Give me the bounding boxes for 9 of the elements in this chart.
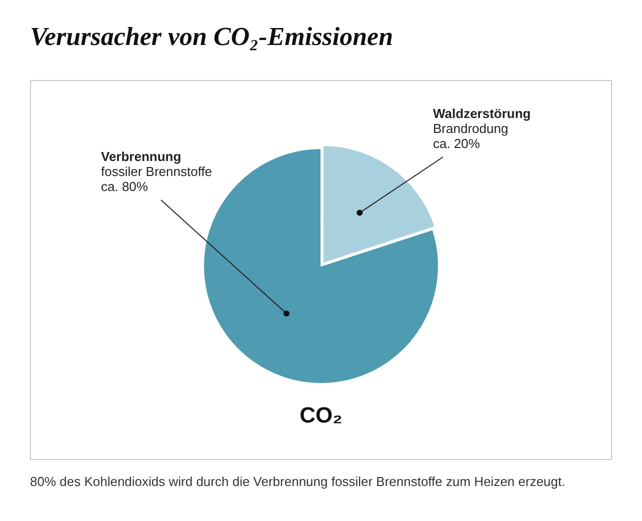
slice-label: Waldzerstörung xyxy=(433,106,531,122)
text: fossiler Brennstoffe xyxy=(101,164,212,180)
data-label: ca. 20% xyxy=(433,136,480,152)
data-label: ca. 80% xyxy=(101,179,148,194)
text: CO₂ xyxy=(300,402,342,428)
text: Brandrodung xyxy=(433,121,508,136)
slice-label: Verbrennung xyxy=(101,149,182,164)
chart-title: Verursacher von CO₂-Emissionen xyxy=(30,22,394,52)
text: 80% des Kohlendioxids wird durch die Verbrennung fossiler Brennstoffe zum Heizen erzeugt. xyxy=(30,474,566,489)
